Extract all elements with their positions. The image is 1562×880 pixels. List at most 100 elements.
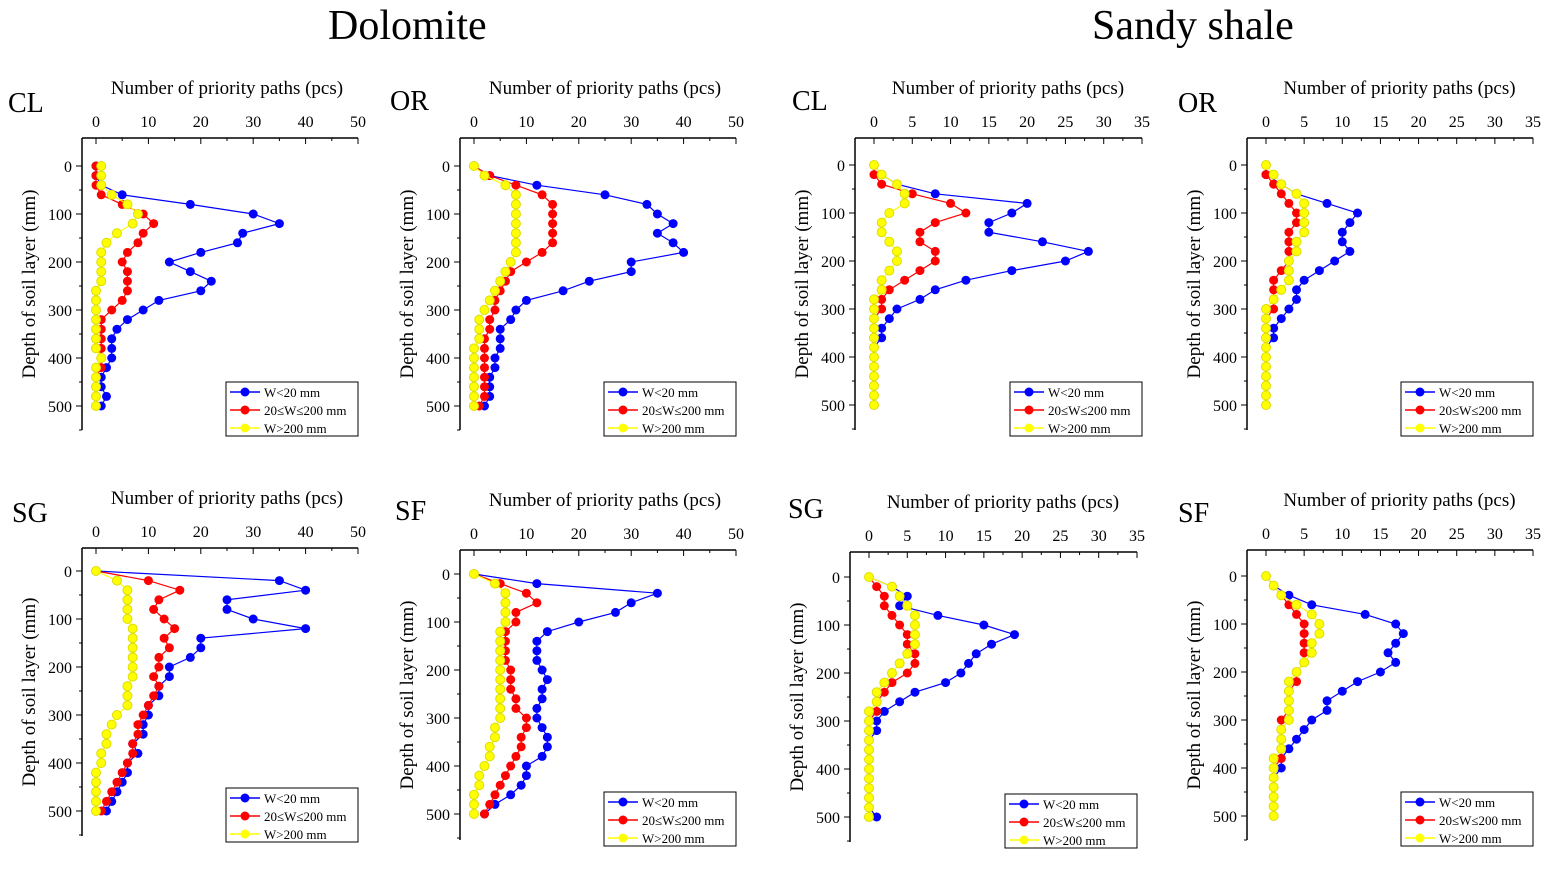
series-line [873, 164, 906, 405]
data-point [500, 588, 511, 599]
data-point [91, 806, 101, 816]
legend-label: W>200 mm [1439, 421, 1502, 436]
series-narrow [1261, 571, 1408, 821]
data-point [506, 761, 516, 771]
data-point [652, 588, 662, 598]
y-tick-label: 0 [1229, 158, 1237, 175]
data-point [886, 581, 897, 592]
data-point [138, 305, 148, 315]
y-tick-label: 400 [1213, 761, 1237, 778]
x-tick-label: 5 [908, 114, 916, 131]
data-point [1276, 724, 1287, 735]
data-point [1284, 246, 1294, 256]
data-point [154, 595, 164, 605]
x-tick-label: 30 [245, 524, 261, 541]
data-point [506, 684, 516, 694]
series-line [1265, 165, 1359, 405]
y-tick-label: 300 [48, 708, 72, 725]
data-point [1360, 609, 1370, 619]
x-tick-label: 20 [1014, 528, 1030, 545]
data-point [876, 217, 887, 228]
legend-label: W<20 mm [642, 795, 698, 810]
y-tick-label: 200 [821, 254, 845, 271]
data-point [122, 604, 133, 615]
series-line [1265, 575, 1405, 816]
data-point [1261, 352, 1271, 362]
data-point [490, 305, 500, 315]
data-point [864, 744, 874, 755]
data-point [133, 238, 143, 248]
legend-label: 20≤W≤200 mm [1043, 815, 1126, 830]
y-axis-title: Depth of soil layer (mm) [397, 190, 418, 379]
data-point [133, 720, 143, 730]
data-point [127, 633, 138, 644]
legend: W<20 mm 20≤W≤200 mm W>200 mm [1400, 381, 1534, 437]
legend-marker [240, 405, 250, 415]
data-point [122, 286, 132, 296]
y-tick-label: 300 [816, 714, 840, 731]
data-point [1314, 628, 1325, 639]
data-point [876, 284, 887, 295]
data-point [1022, 198, 1032, 208]
y-tick-label: 100 [816, 618, 840, 635]
data-point [96, 247, 107, 258]
data-point [1276, 314, 1286, 324]
x-tick-label: 0 [92, 524, 100, 541]
data-point [1269, 285, 1279, 295]
data-point [1291, 667, 1302, 677]
legend: W<20 mm 20≤W≤200 mm W>200 mm [603, 381, 737, 437]
data-point [537, 751, 547, 761]
data-point [154, 662, 164, 672]
data-point [154, 681, 164, 691]
x-tick-label: 0 [865, 528, 873, 545]
data-point [1261, 323, 1271, 334]
data-point [495, 626, 506, 637]
series-medium [869, 160, 971, 410]
y-tick-label: 100 [1213, 617, 1237, 634]
y-tick-label: 300 [48, 303, 72, 320]
data-point [884, 314, 894, 324]
data-point [537, 694, 547, 704]
data-point [902, 600, 913, 611]
series-narrow [1261, 160, 1363, 410]
data-point [196, 633, 206, 643]
data-point [479, 305, 490, 315]
data-point [542, 732, 552, 742]
data-point [652, 209, 662, 219]
data-point [91, 295, 101, 306]
data-point [668, 219, 678, 229]
legend-marker [1024, 423, 1034, 433]
data-point [96, 758, 107, 768]
data-point [946, 198, 956, 208]
legend-label: 20≤W≤200 mm [1439, 403, 1522, 418]
data-point [537, 665, 547, 675]
data-point [469, 161, 479, 171]
data-point [510, 228, 521, 239]
data-point [91, 777, 101, 788]
data-point [1314, 619, 1325, 629]
data-point [222, 595, 232, 605]
data-point [164, 643, 174, 653]
data-point [877, 294, 887, 304]
data-point [1291, 599, 1302, 610]
series-line [95, 570, 182, 812]
data-point [909, 620, 920, 630]
x-tick-label: 50 [728, 114, 744, 131]
y-tick-label: 400 [816, 762, 840, 779]
data-point [902, 639, 912, 649]
data-point [122, 247, 132, 257]
data-point [1353, 677, 1363, 687]
data-point [895, 697, 905, 707]
data-point [495, 324, 505, 334]
data-point [876, 275, 887, 286]
data-point [132, 209, 143, 219]
data-point [154, 295, 164, 305]
data-point [506, 790, 516, 800]
data-point [1268, 772, 1279, 783]
x-tick-label: 35 [1525, 114, 1541, 131]
data-point [128, 739, 138, 749]
x-tick-label: 40 [676, 114, 692, 131]
data-point [871, 696, 882, 707]
data-point [232, 238, 242, 248]
x-tick-label: 30 [1487, 114, 1503, 131]
